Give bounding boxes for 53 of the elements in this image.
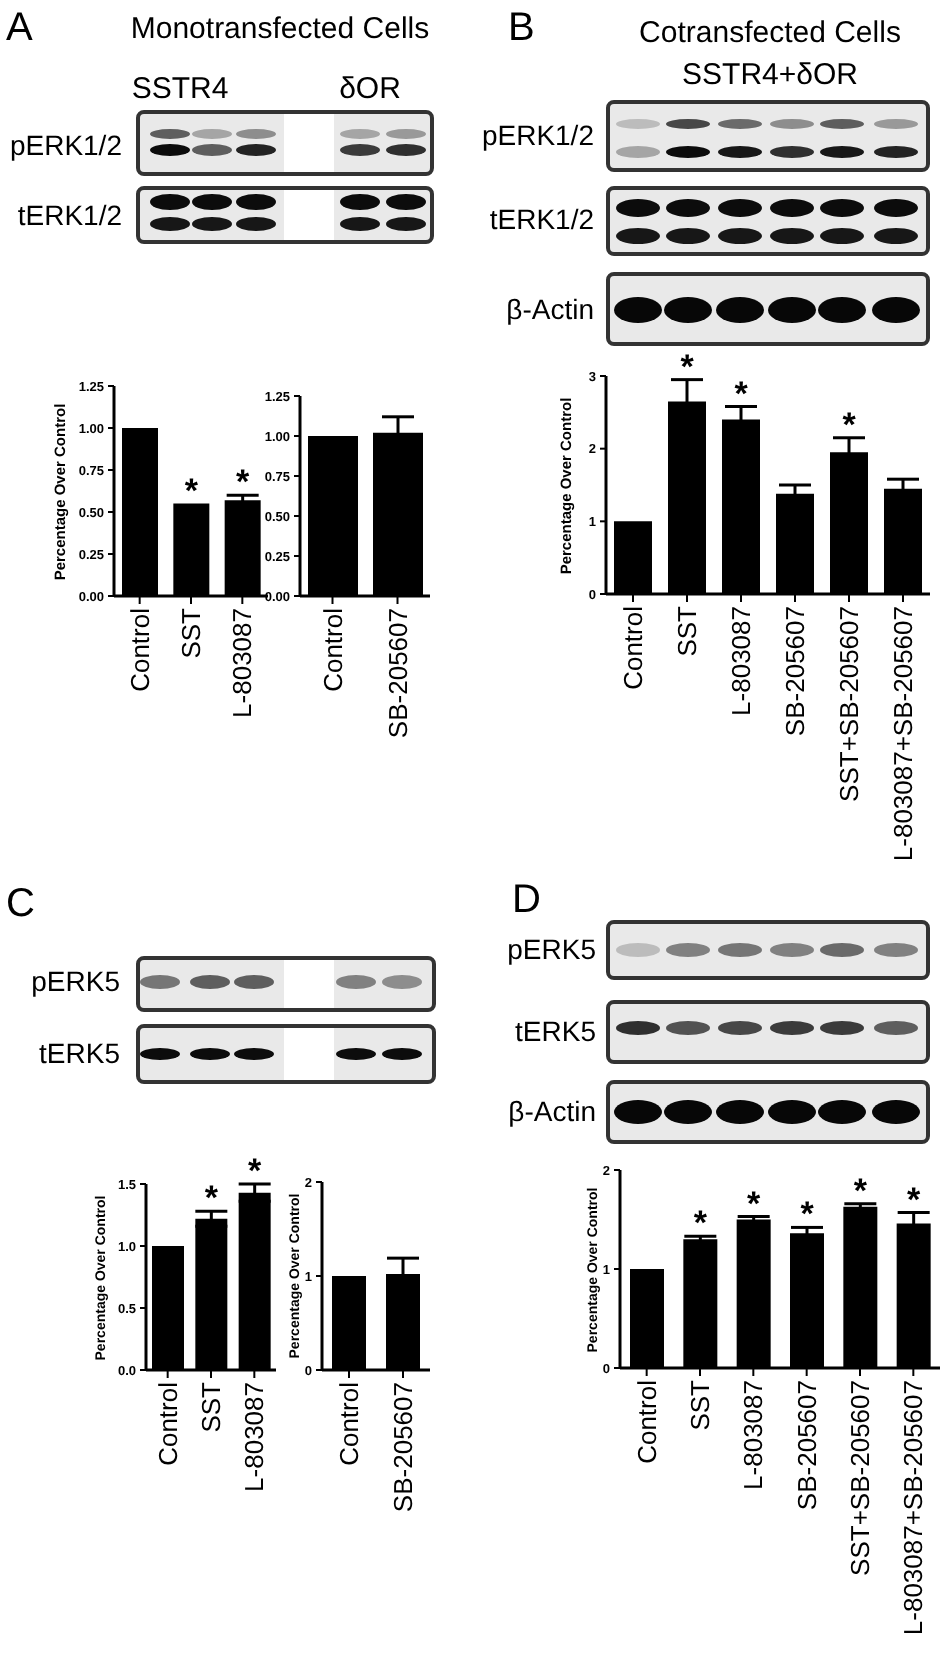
x-tick-label: SST: [196, 1381, 227, 1433]
text: β-Actin: [508, 1094, 596, 1128]
x-tick-label: SST+SB-205607: [834, 606, 865, 802]
text: D: [512, 878, 541, 922]
annotation: *: [236, 463, 251, 502]
x-tick-label: L-803087: [227, 608, 258, 718]
annotation: *: [693, 1204, 708, 1243]
text: tERK5: [39, 1036, 120, 1070]
x-tick-label: SST: [685, 1379, 716, 1431]
text: B: [508, 6, 535, 50]
x-tick-label: L-803087: [239, 1382, 270, 1492]
text: pERK5: [31, 964, 120, 998]
text: pERK5: [507, 932, 596, 966]
x-tick-label: SB-205607: [780, 606, 811, 737]
annotation: *: [248, 1152, 263, 1190]
chart-title: Cotransfected Cells: [639, 15, 901, 51]
x-tick-label: SB-205607: [791, 1380, 822, 1511]
x-tick-label: L-803087+SB-205607: [888, 606, 919, 862]
x-tick-label: Control: [618, 605, 649, 690]
text: C: [6, 882, 35, 926]
text: δOR: [339, 71, 401, 107]
text: tERK1/2: [489, 202, 594, 236]
text: pERK1/2: [9, 128, 122, 162]
x-tick-label: L-803087: [738, 1380, 769, 1490]
x-tick-label: L-803087: [726, 606, 757, 716]
annotation: *: [680, 347, 695, 386]
chart-title: Monotransfected Cells: [130, 11, 430, 47]
x-tick-label: SST+SB-205607: [845, 1380, 876, 1576]
x-tick-label: Control: [124, 607, 155, 692]
annotation: *: [204, 1179, 219, 1218]
annotation: *: [853, 1171, 868, 1210]
annotation: *: [842, 405, 857, 444]
text: pERK1/2: [481, 118, 594, 152]
x-tick-label: L-803087+SB-205607: [898, 1380, 929, 1636]
x-tick-label: SB-205607: [388, 1382, 419, 1513]
text: tERK5: [515, 1014, 596, 1048]
annotation: *: [184, 471, 199, 510]
annotation: *: [907, 1180, 922, 1219]
annotation: *: [800, 1195, 815, 1234]
text: SSTR4: [131, 71, 229, 107]
chart-subtitle: SSTR4+δOR: [682, 57, 858, 93]
annotation: *: [734, 374, 749, 413]
x-tick-label: SST: [176, 607, 207, 659]
text: β-Actin: [506, 292, 594, 326]
text: A: [6, 6, 33, 50]
x-tick-label: Control: [334, 1381, 365, 1466]
x-tick-label: SB-205607: [382, 608, 413, 739]
x-tick-label: Control: [317, 607, 348, 692]
x-tick-label: SST: [672, 605, 703, 657]
x-tick-label: Control: [152, 1381, 183, 1466]
x-tick-label: Control: [631, 1379, 662, 1464]
annotation: *: [747, 1184, 762, 1223]
text: tERK1/2: [17, 198, 122, 232]
